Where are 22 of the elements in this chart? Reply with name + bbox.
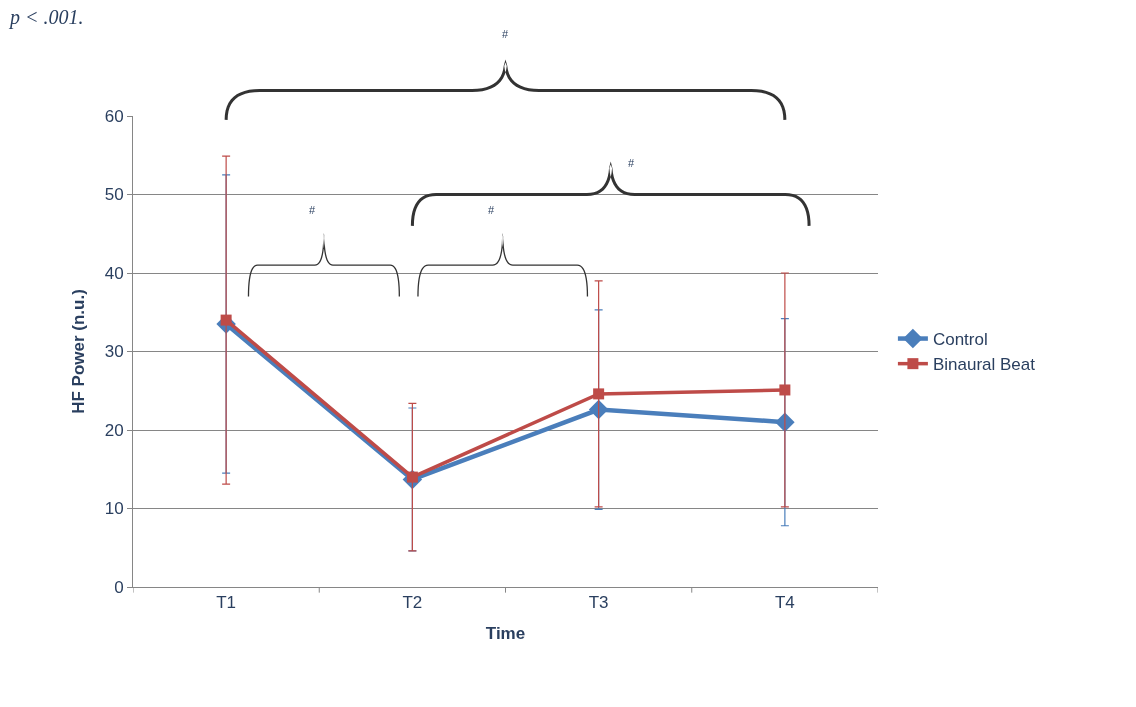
text: # <box>502 28 509 40</box>
point <box>779 384 791 396</box>
y-tick-label: 50 <box>104 185 124 205</box>
y-axis-title: HF Power (n.u.) <box>69 289 89 414</box>
y-tick-label: 30 <box>104 342 124 362</box>
legend-label: Binaural Beat <box>932 355 1036 375</box>
y-tick-label: 40 <box>104 263 124 283</box>
x-tick-label: T3 <box>588 593 609 613</box>
y-tick-label: 60 <box>104 106 124 126</box>
point <box>593 388 605 400</box>
text: p < .001. <box>8 6 84 29</box>
legend-label: Control <box>932 330 988 350</box>
y-tick-label: 10 <box>104 499 124 519</box>
y-tick-label: 0 <box>114 577 124 597</box>
annotation: # <box>309 204 316 216</box>
x-axis-title: Time <box>485 623 526 643</box>
annotation: # <box>488 204 495 216</box>
annotation: # <box>628 157 635 169</box>
x-tick-label: T2 <box>402 593 423 613</box>
y-tick-label: 20 <box>104 420 124 440</box>
x-tick-label: T1 <box>216 593 237 613</box>
x-tick-label: T4 <box>774 593 795 613</box>
